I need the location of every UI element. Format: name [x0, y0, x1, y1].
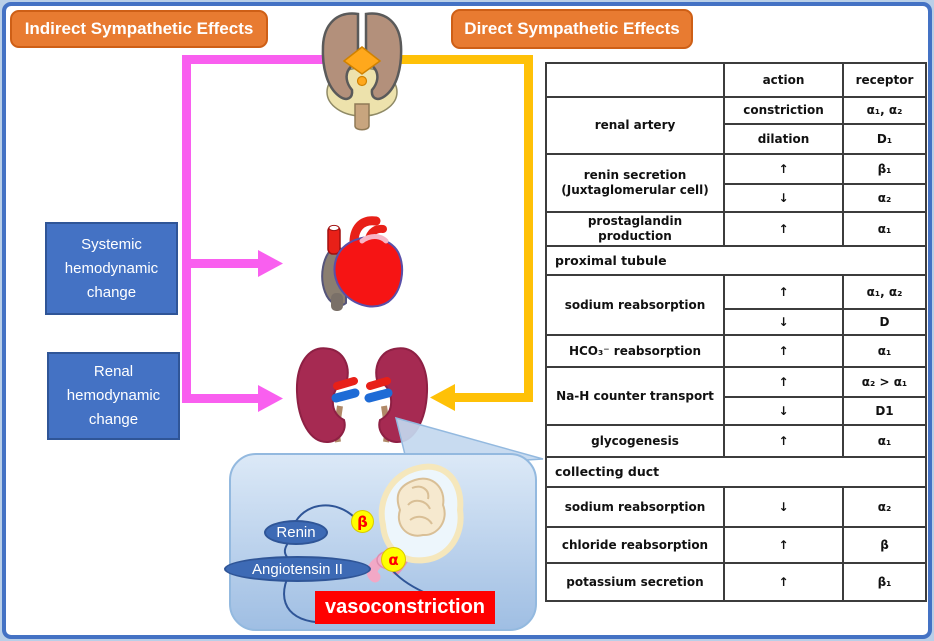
table-row: ↓ D: [546, 308, 927, 336]
direct-arrow-path: [378, 55, 533, 411]
effects-table: action receptor renal artery constrictio…: [545, 62, 927, 602]
table-row: ↓ D1: [546, 396, 927, 426]
indirect-effects-banner: Indirect Sympathetic Effects: [10, 10, 268, 48]
renin-pill: Renin: [264, 520, 328, 545]
table-row: HCO₃⁻ reabsorption ↑ α₁: [545, 334, 927, 368]
header-action: action: [723, 62, 844, 98]
table-row: renin secretion (Juxtaglomerular cell) ↑…: [545, 153, 927, 213]
table-row: sodium reabsorption ↓ α₂: [545, 486, 927, 528]
alpha-receptor-badge: α: [381, 547, 406, 572]
table-row: prostaglandin production ↑ α₁: [545, 211, 927, 247]
angiotensin-pill: Angiotensin II: [224, 556, 371, 582]
table-row: sodium reabsorption ↑ α₁, α₂: [545, 274, 927, 336]
renal-change-box: Renal hemodynamic change: [47, 352, 180, 440]
systemic-change-box: Systemic hemodynamic change: [45, 222, 178, 315]
table-section-row: collecting duct: [545, 456, 927, 488]
table-row: glycogenesis ↑ α₁: [545, 424, 927, 458]
table-row: chloride reabsorption ↑ β: [545, 526, 927, 564]
table-row: dilation D₁: [546, 123, 927, 155]
table-row: ↓ α₂: [546, 183, 927, 213]
header-receptor: receptor: [842, 62, 927, 98]
table-row: potassium secretion ↑ β₁: [545, 562, 927, 602]
direct-effects-banner: Direct Sympathetic Effects: [451, 9, 693, 49]
table-row: Na-H counter transport ↑ α₂ > α₁: [545, 366, 927, 426]
indirect-arrow-path: [182, 55, 350, 412]
vasoconstriction-label: vasoconstriction: [315, 591, 495, 624]
brain-icon: [321, 12, 403, 131]
table-header-row: action receptor: [545, 62, 927, 98]
kidneys-icon: [295, 347, 429, 444]
beta-receptor-badge: β: [351, 510, 374, 533]
table-section-row: proximal tubule: [545, 245, 927, 276]
heart-icon: [321, 216, 404, 311]
table-row: renal artery constriction α₁, α₂: [545, 96, 927, 155]
